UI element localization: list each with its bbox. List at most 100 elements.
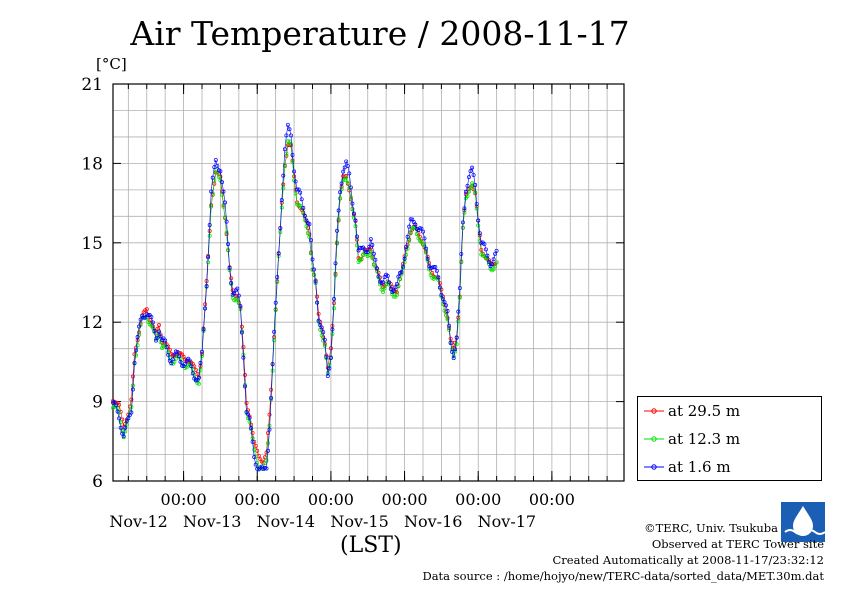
legend-label-1m: at 1.6 m xyxy=(668,458,731,476)
data-point xyxy=(454,335,459,340)
data-point xyxy=(112,400,117,405)
data-point xyxy=(129,397,134,402)
data-point xyxy=(150,320,155,325)
data-point xyxy=(209,189,214,194)
data-point xyxy=(312,267,316,272)
data-point xyxy=(381,290,386,295)
data-point xyxy=(157,329,161,334)
data-point xyxy=(236,293,241,298)
chart-title: Air Temperature / 2008-11-17 xyxy=(130,14,630,53)
data-point xyxy=(350,207,355,212)
data-point xyxy=(353,224,358,229)
data-point xyxy=(149,315,154,319)
data-point xyxy=(270,362,275,367)
data-point xyxy=(138,317,143,322)
data-point xyxy=(172,352,177,357)
data-point xyxy=(370,243,375,247)
data-point xyxy=(370,255,375,260)
data-point xyxy=(118,425,123,430)
data-point xyxy=(134,348,138,353)
data-point xyxy=(253,443,258,448)
data-point xyxy=(493,264,498,269)
data-point xyxy=(189,364,194,369)
data-point xyxy=(278,226,283,231)
data-point xyxy=(117,416,122,421)
data-point xyxy=(365,249,370,254)
data-point xyxy=(345,163,350,168)
x-tick-time-label: 00:00 xyxy=(234,490,280,509)
x-tick-time-label: 00:00 xyxy=(382,490,428,509)
data-point xyxy=(421,229,425,234)
data-point xyxy=(229,276,234,281)
data-point xyxy=(333,261,338,266)
data-point xyxy=(439,293,444,297)
series-2 xyxy=(111,122,499,472)
legend-marker-red-icon xyxy=(644,408,664,414)
x-tick-time-label: 00:00 xyxy=(529,490,575,509)
data-point xyxy=(241,355,246,360)
data-point xyxy=(348,185,353,190)
credit-observed: Observed at TERC Tower site xyxy=(651,537,824,551)
data-point xyxy=(342,165,347,170)
legend-marker-green-icon xyxy=(644,436,664,442)
data-point xyxy=(177,354,181,359)
data-point xyxy=(169,361,174,366)
data-point xyxy=(281,173,286,178)
data-point xyxy=(385,274,390,278)
data-point xyxy=(465,194,470,199)
data-point xyxy=(382,286,387,291)
data-point xyxy=(235,286,240,291)
data-point xyxy=(264,466,269,471)
data-point xyxy=(305,231,310,236)
data-point xyxy=(330,327,335,332)
data-point xyxy=(339,181,344,186)
data-point xyxy=(336,208,341,213)
data-point xyxy=(276,251,281,256)
data-point xyxy=(456,319,461,324)
data-point xyxy=(356,248,361,253)
data-point xyxy=(301,206,306,210)
data-point xyxy=(273,308,278,313)
data-point xyxy=(224,230,229,235)
legend-marker-blue-icon xyxy=(644,464,664,470)
data-point xyxy=(253,462,258,467)
data-point xyxy=(130,387,135,392)
data-point xyxy=(494,248,499,253)
y-tick-label: 12 xyxy=(81,313,103,333)
data-point xyxy=(473,190,478,195)
data-point xyxy=(285,122,290,127)
data-point xyxy=(315,294,320,299)
data-point xyxy=(126,416,131,421)
data-point xyxy=(425,256,430,261)
x-axis-label: (LST) xyxy=(340,533,402,558)
data-point xyxy=(309,238,313,243)
data-point xyxy=(124,419,129,424)
data-point xyxy=(150,325,155,330)
data-point xyxy=(470,181,475,186)
data-point xyxy=(444,313,448,318)
data-point xyxy=(129,410,134,415)
data-point xyxy=(146,313,151,318)
x-tick-day-label: Nov-14 xyxy=(257,512,315,531)
data-point xyxy=(424,246,428,251)
y-tick-label: 9 xyxy=(92,393,103,413)
data-point xyxy=(292,169,297,174)
data-point xyxy=(158,334,163,339)
data-point xyxy=(325,374,330,378)
data-point xyxy=(249,426,254,430)
data-point xyxy=(204,284,209,288)
data-point xyxy=(175,349,180,354)
data-point xyxy=(367,244,372,249)
data-point xyxy=(224,219,229,224)
data-point xyxy=(479,247,484,252)
data-point xyxy=(157,323,161,327)
data-point xyxy=(266,448,270,453)
data-point xyxy=(335,228,339,233)
data-point xyxy=(312,273,316,277)
data-point xyxy=(319,325,324,330)
data-point xyxy=(355,243,359,248)
data-point xyxy=(405,234,410,239)
data-point xyxy=(209,204,214,209)
data-point xyxy=(238,304,243,309)
data-point xyxy=(431,264,436,269)
